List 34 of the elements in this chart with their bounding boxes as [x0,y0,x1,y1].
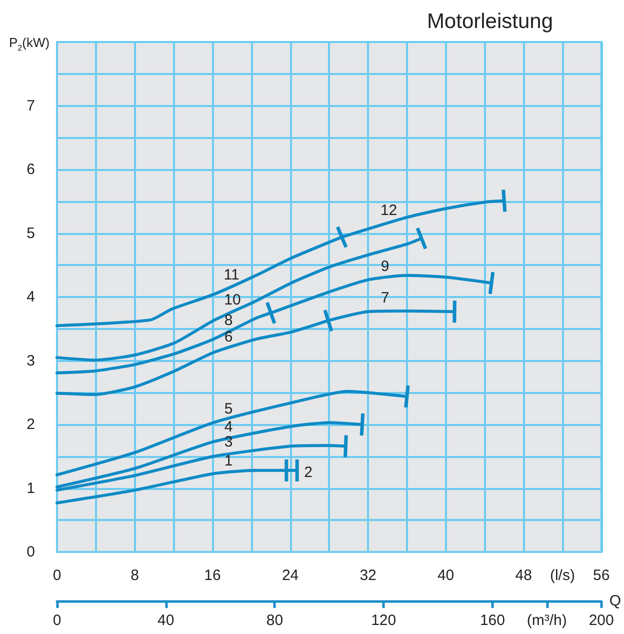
y-tick-label: 6 [26,161,35,178]
x2-tick-label: 0 [52,612,62,629]
series-label: 8 [224,312,233,330]
x-tick-label: 48 [515,567,532,584]
series-label: 1 [224,452,233,470]
x-tick-label: 8 [130,567,139,584]
x2-tick-label: 160 [480,612,505,629]
y-tick-label: 4 [26,288,35,306]
legend-label: 2 [304,464,312,481]
x-tick-label: 24 [282,567,299,584]
x-tick-label: 16 [204,567,221,584]
series-label: 12 [380,202,398,220]
x2-tick-label: 80 [266,612,284,629]
x2-tick-label: 200 [588,612,614,629]
y-tick-label: 7 [26,97,35,114]
x-axis-title: Q [609,592,622,610]
y-tick-label: 3 [26,352,35,370]
series-label: 6 [224,328,233,346]
x2-tick-label: (m³/h) [526,612,567,629]
x2-tick-label: 120 [371,612,396,629]
x-tick-label: (l/s) [550,567,575,584]
y-axis-title: P$_{2}$(kW) [9,35,50,55]
x-tick-label: 0 [52,567,62,584]
series-label: 5 [224,400,233,418]
x-tick-label: 40 [437,567,454,584]
chart-title: Motorleistung [426,10,553,33]
x-tick-label: 56 [592,567,610,584]
y-tick-label: 0 [26,544,35,560]
y-tick-label: 1 [26,480,35,497]
x-tick-label: 32 [360,567,376,584]
y-tick-label: 5 [26,224,35,242]
series-label: 11 [224,266,240,284]
y-tick-label: 2 [26,416,35,433]
x2-tick-label: 40 [158,612,174,629]
